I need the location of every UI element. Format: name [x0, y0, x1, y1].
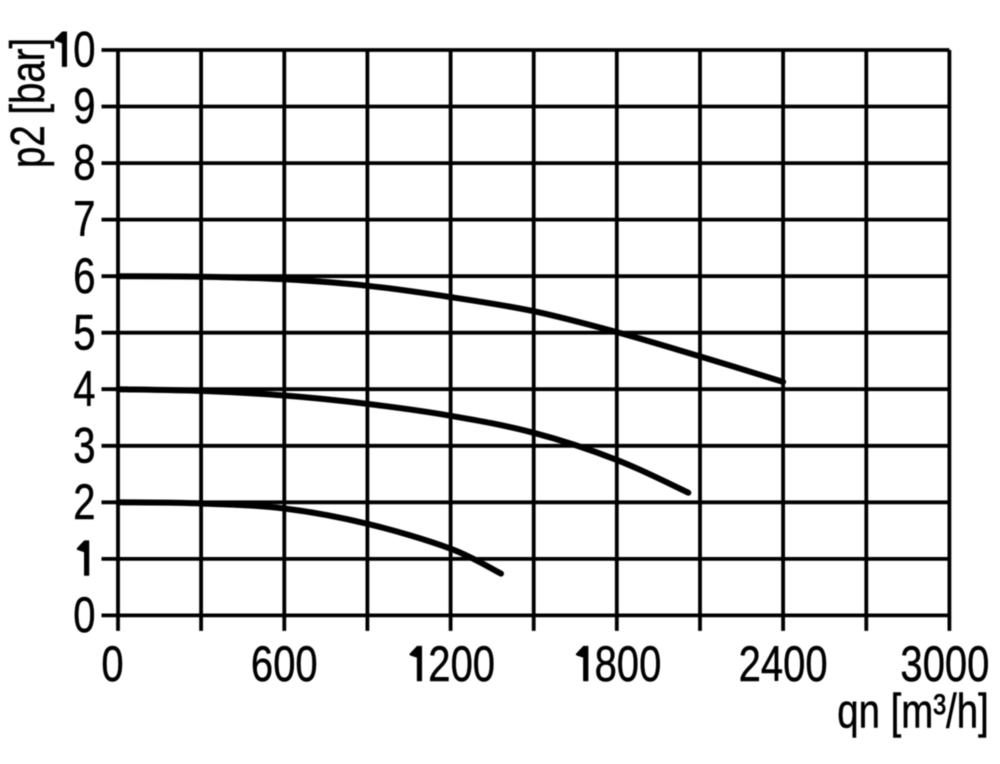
- svg-text:0: 0: [73, 587, 95, 643]
- svg-text:3: 3: [73, 417, 95, 473]
- svg-text:0: 0: [451, 636, 473, 692]
- svg-text:0: 0: [967, 636, 989, 692]
- svg-text:0: 0: [783, 636, 805, 692]
- svg-text:0: 0: [945, 636, 967, 692]
- svg-text:8: 8: [595, 636, 617, 692]
- svg-text:0: 0: [639, 636, 661, 692]
- svg-text:2: 2: [73, 474, 95, 530]
- svg-text:7: 7: [73, 191, 95, 247]
- svg-text:5: 5: [73, 304, 95, 360]
- svg-text:3: 3: [900, 636, 922, 692]
- svg-text:4: 4: [761, 636, 783, 692]
- svg-text:6: 6: [251, 636, 273, 692]
- svg-text:0: 0: [805, 636, 827, 692]
- svg-text:8: 8: [73, 134, 95, 190]
- svg-text:0: 0: [273, 636, 295, 692]
- svg-text:0: 0: [101, 636, 123, 692]
- svg-text:9: 9: [73, 78, 95, 134]
- svg-text:0: 0: [473, 636, 495, 692]
- svg-text:qn [m³/h]: qn [m³/h]: [837, 686, 988, 739]
- svg-text:4: 4: [73, 361, 95, 417]
- svg-text:0: 0: [295, 636, 317, 692]
- svg-text:0: 0: [73, 21, 95, 77]
- svg-text:2: 2: [428, 636, 450, 692]
- svg-text:0: 0: [923, 636, 945, 692]
- svg-text:p2 [bar]: p2 [bar]: [2, 38, 55, 168]
- svg-text:0: 0: [617, 636, 639, 692]
- svg-text:6: 6: [73, 248, 95, 304]
- svg-text:2: 2: [739, 636, 761, 692]
